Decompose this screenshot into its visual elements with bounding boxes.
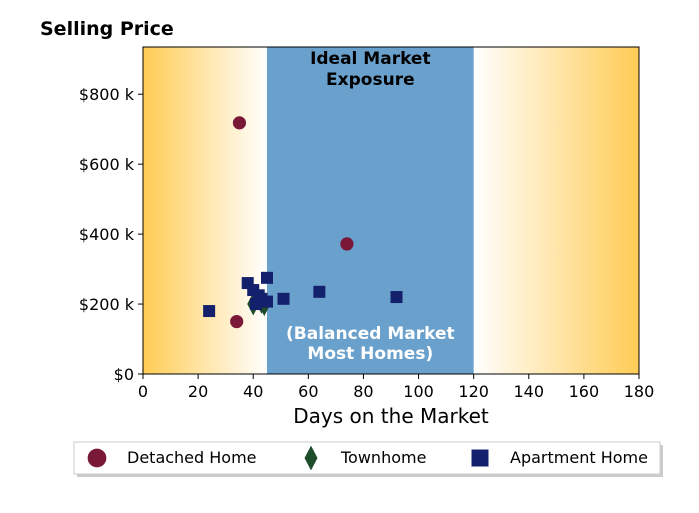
legend-label: Detached Home — [127, 448, 257, 467]
y-tick-label: $400 k — [79, 225, 135, 244]
legend-label: Apartment Home — [510, 448, 648, 467]
ideal-zone-label-line: Ideal Market — [310, 49, 431, 69]
data-point-circle — [340, 237, 354, 251]
y-tick-label: $0 — [114, 365, 134, 384]
gradient-zone-right — [473, 47, 639, 374]
legend-items: Detached Home Townhome Apartment Home — [87, 445, 648, 471]
y-tick-label: $800 k — [79, 85, 135, 104]
y-tick-label: $600 k — [79, 155, 135, 174]
x-tick-label: 140 — [514, 382, 545, 401]
data-point-square — [277, 292, 290, 305]
x-tick-label: 100 — [403, 382, 434, 401]
x-tick-label: 40 — [243, 382, 263, 401]
x-tick-label: 20 — [188, 382, 208, 401]
data-point-square — [203, 305, 216, 318]
legend-marker-square — [471, 449, 489, 467]
legend-marker-diamond — [304, 445, 318, 471]
x-tick-label: 80 — [353, 382, 373, 401]
x-tick-label: 120 — [458, 382, 489, 401]
data-points — [203, 116, 403, 329]
legend-label: Townhome — [340, 448, 426, 467]
chart-title: Selling Price — [40, 18, 174, 40]
x-tick-label: 180 — [624, 382, 655, 401]
x-tick-label: 160 — [569, 382, 600, 401]
data-point-square — [261, 271, 273, 284]
balanced-zone-label-line: (Balanced Market — [286, 324, 455, 344]
x-tick-label: 0 — [138, 382, 148, 401]
ideal-zone-label-line: Exposure — [326, 70, 415, 90]
plot-frame — [142, 46, 640, 375]
data-point-circle — [230, 314, 244, 329]
data-point-square — [313, 285, 326, 298]
data-point-square — [261, 295, 273, 308]
balanced-zone-label-line: Most Homes) — [307, 344, 433, 364]
legend-box — [73, 441, 661, 475]
background-zones — [143, 47, 639, 374]
y-axis: $0 $200 k $400 k $600 k $800 k — [79, 85, 143, 384]
x-axis-title: Days on the Market — [293, 404, 489, 428]
data-point-circle — [232, 116, 247, 130]
x-tick-label: 60 — [298, 382, 318, 401]
legend-marker-circle — [87, 448, 107, 468]
x-axis: 0 20 40 60 80 100 120 140 160 180 — [138, 374, 654, 401]
data-point-square — [390, 291, 403, 304]
legend: Detached Home Townhome Apartment Home — [73, 441, 663, 477]
ideal-zone — [267, 47, 474, 374]
y-tick-label: $200 k — [79, 295, 135, 314]
gradient-zone-left — [143, 47, 267, 374]
